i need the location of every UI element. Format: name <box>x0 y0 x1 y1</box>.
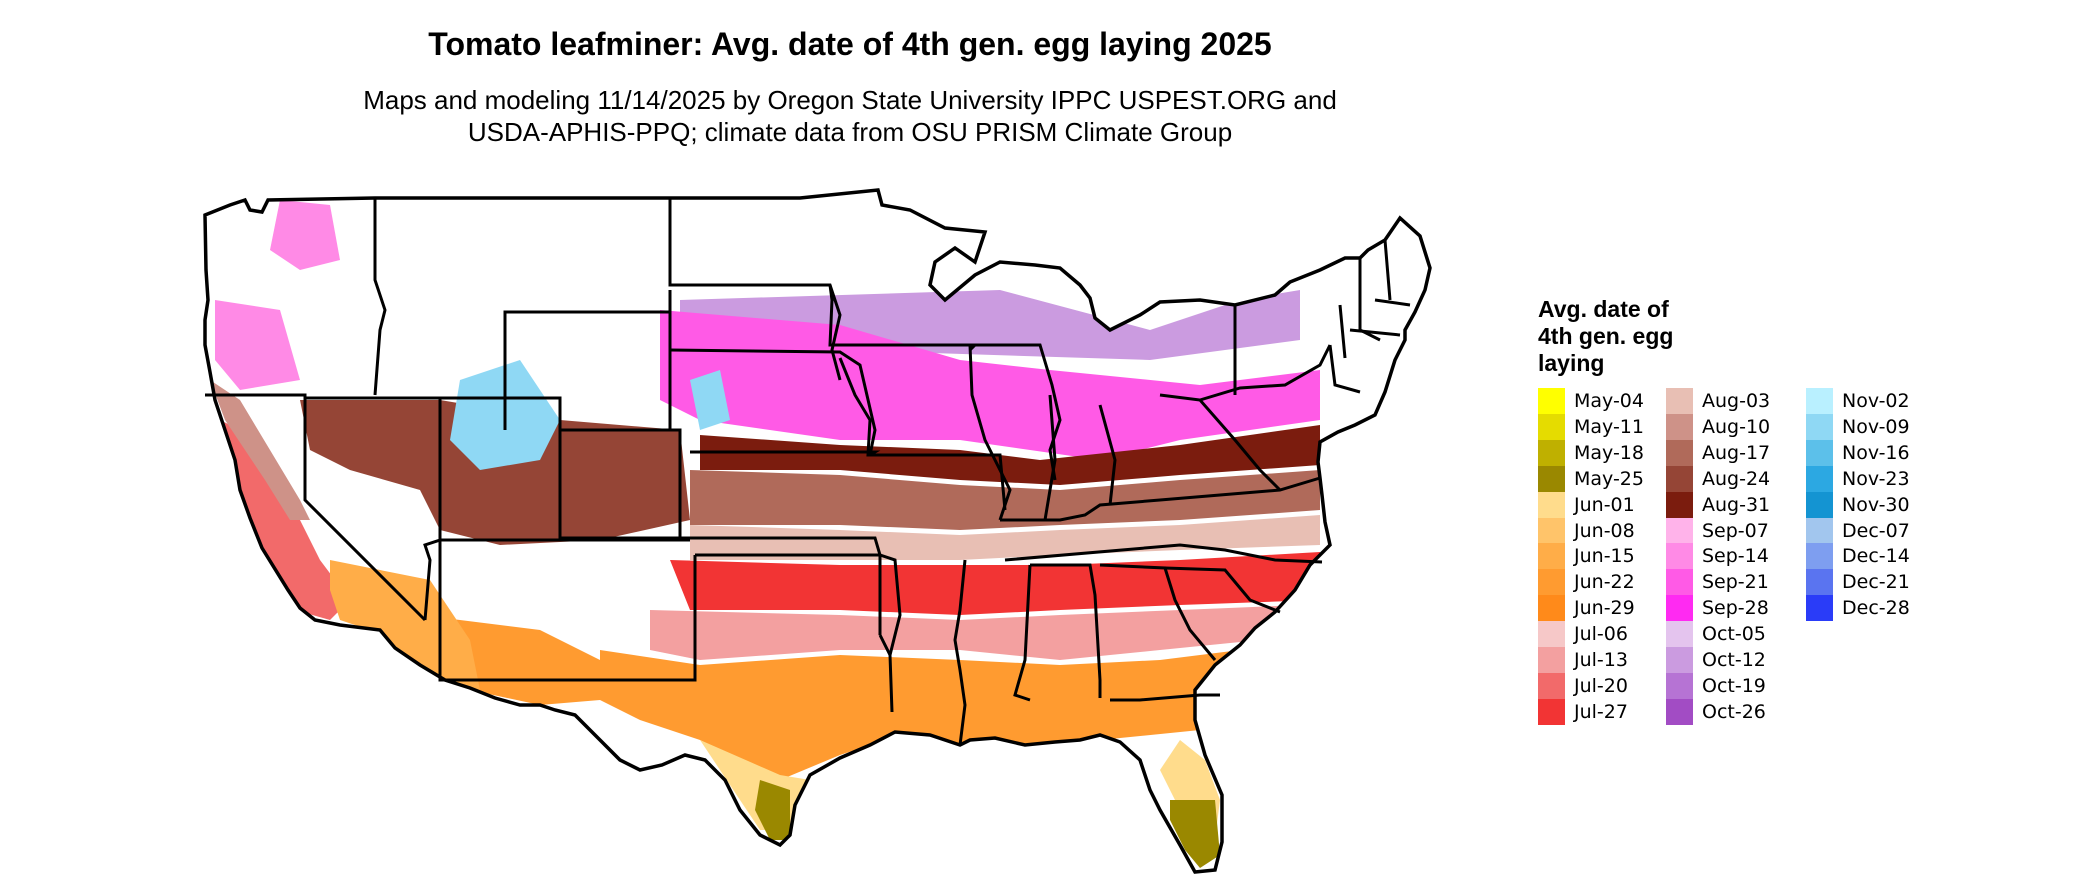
legend-swatch <box>1538 698 1565 725</box>
legend-label: Dec-21 <box>1842 571 1910 594</box>
legend-swatch <box>1806 543 1833 570</box>
zone-high-elevation <box>690 370 730 430</box>
legend-label: Aug-17 <box>1702 441 1771 464</box>
zone-south-2 <box>650 605 1300 660</box>
legend-swatch <box>1538 569 1565 596</box>
legend-label: Aug-24 <box>1702 467 1771 490</box>
legend-swatch <box>1666 569 1693 596</box>
legend-swatch <box>1538 595 1565 622</box>
legend-label: Jul-06 <box>1574 623 1628 646</box>
legend-label: Jun-15 <box>1574 545 1635 568</box>
legend-swatch <box>1666 413 1693 440</box>
legend-label: Nov-09 <box>1842 415 1910 438</box>
legend-label: Dec-28 <box>1842 597 1910 620</box>
zone-southern-tips <box>1170 800 1220 868</box>
subtitle-line-2: USDA-APHIS-PPQ; climate data from OSU PR… <box>467 117 1233 147</box>
legend-swatch <box>1538 491 1565 518</box>
legend-label: May-04 <box>1574 390 1644 412</box>
legend-swatch <box>1806 491 1833 518</box>
legend-label: Nov-02 <box>1842 390 1910 412</box>
legend-swatch <box>1806 595 1833 622</box>
legend-label: May-18 <box>1574 441 1644 464</box>
legend-title-line-1: Avg. date of <box>1538 296 1669 322</box>
legend-swatch <box>1666 672 1693 699</box>
legend-swatch <box>1538 517 1565 544</box>
legend-swatch <box>1538 543 1565 570</box>
legend-title-line-2: 4th gen. egg <box>1538 323 1674 349</box>
zone-mid-south <box>690 515 1320 560</box>
zone-gulf-belt <box>600 650 1240 780</box>
zone-upper-mid <box>700 425 1320 485</box>
legend-label: Aug-31 <box>1702 493 1771 516</box>
us-map <box>203 188 1432 874</box>
legend-swatch <box>1538 439 1565 466</box>
legend-swatch <box>1538 388 1565 414</box>
zone-west-interior <box>300 400 690 545</box>
legend-swatch <box>1666 543 1693 570</box>
legend-swatch <box>1806 388 1833 414</box>
legend-swatch <box>1806 413 1833 440</box>
legend-swatch <box>1806 439 1833 466</box>
legend-label: Sep-07 <box>1702 519 1769 542</box>
legend-label: Sep-14 <box>1702 545 1769 568</box>
legend-label: Nov-23 <box>1842 467 1910 490</box>
legend-swatch <box>1538 465 1565 492</box>
legend: Avg. date of 4th gen. egg laying May-04 M… <box>1538 296 2018 836</box>
legend-label: Oct-12 <box>1702 649 1766 671</box>
legend-label: Jun-01 <box>1574 493 1635 516</box>
legend-title-line-3: laying <box>1538 350 1605 376</box>
legend-title: Avg. date of 4th gen. egg laying <box>1538 296 1738 377</box>
legend-swatch <box>1806 569 1833 596</box>
legend-label: Aug-03 <box>1702 390 1771 412</box>
legend-swatch <box>1666 698 1693 725</box>
legend-swatch <box>1806 465 1833 492</box>
zone-california-central <box>220 420 350 620</box>
legend-label: May-11 <box>1574 415 1644 438</box>
legend-swatch <box>1538 647 1565 673</box>
legend-label: Sep-21 <box>1702 571 1769 594</box>
legend-label: Jul-27 <box>1574 700 1628 723</box>
legend-label: May-25 <box>1574 467 1644 490</box>
legend-swatch <box>1538 413 1565 440</box>
legend-label: Oct-19 <box>1702 674 1766 697</box>
legend-swatch <box>1666 491 1693 518</box>
legend-swatch <box>1666 647 1693 673</box>
map-title: Tomato leafminer: Avg. date of 4th gen. … <box>428 26 1272 62</box>
zone-california-coast <box>210 380 310 520</box>
legend-swatch <box>1666 621 1693 648</box>
legend-label: Sep-28 <box>1702 597 1769 620</box>
zone-north-belt <box>660 310 1320 460</box>
legend-label: Nov-30 <box>1842 493 1910 516</box>
zone-south-belt <box>670 552 1320 615</box>
legend-swatch <box>1666 517 1693 544</box>
legend-label: Jun-29 <box>1574 597 1635 620</box>
legend-label: Jun-22 <box>1574 571 1635 594</box>
legend-label: Nov-16 <box>1842 441 1910 464</box>
zone-northwest <box>270 200 340 270</box>
legend-swatch <box>1666 595 1693 622</box>
zone-southern-tips <box>755 780 790 840</box>
legend-label: Jul-20 <box>1574 674 1628 697</box>
legend-label: Jul-13 <box>1574 649 1628 671</box>
legend-label: Oct-05 <box>1702 623 1766 646</box>
legend-swatch <box>1666 388 1693 414</box>
zone-northwest <box>215 300 300 390</box>
subtitle-line-1: Maps and modeling 11/14/2025 by Oregon S… <box>363 85 1337 115</box>
legend-label: Oct-26 <box>1702 700 1766 723</box>
zone-desert-southwest <box>330 560 480 690</box>
legend-swatch <box>1538 621 1565 648</box>
legend-label: Dec-07 <box>1842 519 1910 542</box>
legend-swatch <box>1666 465 1693 492</box>
legend-swatch <box>1806 517 1833 544</box>
legend-swatch <box>1666 439 1693 466</box>
legend-label: Aug-10 <box>1702 415 1771 438</box>
map-subtitle: Maps and modeling 11/14/2025 by Oregon S… <box>0 84 1700 148</box>
legend-label: Dec-14 <box>1842 545 1910 568</box>
legend-swatch <box>1538 672 1565 699</box>
legend-label: Jun-08 <box>1574 519 1635 542</box>
